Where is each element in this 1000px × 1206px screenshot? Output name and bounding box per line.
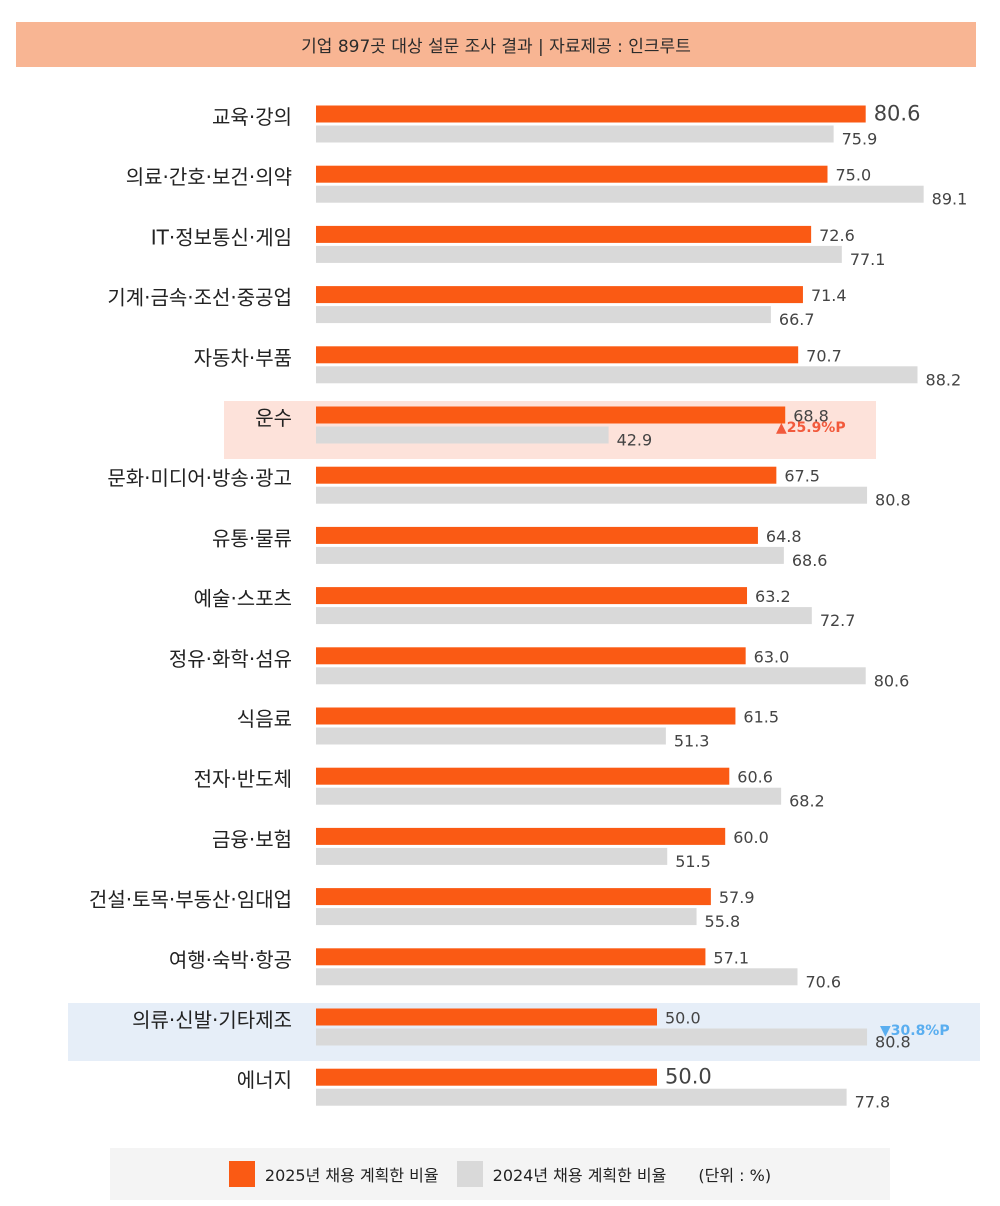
bar-2025 — [316, 827, 726, 845]
legend-label-2025: 2025년 채용 계획한 비율 — [264, 1166, 439, 1185]
unit-label: (단위 : %) — [698, 1166, 772, 1185]
value-label-2024: 66.7 — [779, 310, 815, 329]
category-label: 기계·금속·조선·중공업 — [107, 286, 292, 310]
category-label: IT·정보통신·게임 — [151, 225, 292, 249]
value-label-2024: 77.1 — [850, 250, 886, 269]
value-label-2025: 71.4 — [811, 286, 847, 305]
bar-2024 — [316, 366, 918, 384]
value-label-2024: 72.7 — [820, 611, 856, 630]
bar-2024 — [316, 185, 924, 203]
chart-title: 기업 897곳 대상 설문 조사 결과 | 자료제공 : 인크루트 — [16, 22, 976, 67]
bar-2025 — [316, 587, 748, 605]
value-label-2024: 88.2 — [926, 370, 962, 389]
value-label-2025: 60.0 — [733, 828, 769, 847]
value-label-2024: 89.1 — [932, 190, 968, 209]
category-label: 전자·반도체 — [194, 767, 292, 791]
value-label-2024: 55.8 — [705, 912, 741, 931]
value-label-2024: 51.5 — [675, 852, 711, 871]
bar-2024 — [316, 908, 697, 926]
bar-2024 — [316, 1088, 847, 1106]
category-label: 의료·간호·보건·의약 — [126, 165, 292, 189]
bar-2024 — [316, 486, 868, 504]
value-label-2025: 57.1 — [713, 948, 749, 967]
bar-2024 — [316, 727, 666, 745]
legend-swatch-2025 — [228, 1161, 255, 1187]
value-label-2025: 68.8 — [793, 407, 829, 426]
bar-2024 — [316, 968, 798, 986]
legend: 2025년 채용 계획한 비율 2024년 채용 계획한 비율 (단위 : %) — [110, 1148, 890, 1200]
category-label: 운수 — [255, 406, 292, 430]
category-label: 자동차·부품 — [194, 346, 292, 370]
bar-2025 — [316, 286, 803, 304]
category-label: 문화·미디어·방송·광고 — [107, 466, 292, 490]
category-label: 예술·스포츠 — [194, 587, 292, 611]
value-label-2025: 72.6 — [819, 226, 855, 245]
category-label: 여행·숙박·항공 — [169, 948, 292, 972]
value-label-2024: 70.6 — [805, 972, 841, 991]
bar-2024 — [316, 245, 842, 263]
bar-2024 — [316, 426, 609, 444]
value-label-2025: 64.8 — [766, 527, 802, 546]
bar-2024 — [316, 1028, 868, 1046]
legend-item-2024: 2024년 채용 계획한 비율 — [456, 1161, 667, 1187]
value-label-2025: 63.0 — [754, 647, 790, 666]
category-label: 정유·화학·섬유 — [169, 647, 292, 671]
legend-label-2024: 2024년 채용 계획한 비율 — [492, 1166, 667, 1185]
bar-2024 — [316, 607, 812, 625]
bar-2025 — [316, 948, 706, 966]
value-label-2024: 80.8 — [875, 491, 911, 510]
legend-swatch-2024 — [456, 1161, 483, 1187]
value-label-2025: 67.5 — [784, 467, 820, 486]
value-label-2025: 57.9 — [719, 888, 755, 907]
category-label: 금융·보험 — [212, 827, 292, 851]
bar-2025 — [316, 707, 736, 725]
bar-2024 — [316, 306, 771, 324]
bar-2025 — [316, 346, 799, 364]
bar-2024 — [316, 847, 668, 865]
value-label-2024: 75.9 — [842, 130, 878, 149]
bar-2025 — [316, 466, 777, 484]
value-label-2024: 51.3 — [674, 732, 710, 751]
bar-2025 — [316, 1068, 657, 1086]
category-label: 교육·강의 — [212, 105, 292, 129]
value-label-2025: 80.6 — [874, 102, 921, 126]
bar-2024 — [316, 667, 866, 685]
bar-2025 — [316, 165, 828, 183]
bar-2025 — [316, 888, 711, 906]
bar-2025 — [316, 647, 746, 665]
change-annotation: ▲25.9%P — [776, 420, 846, 436]
value-label-2024: 42.9 — [617, 431, 653, 450]
bar-2024 — [316, 787, 782, 805]
change-annotation: ▼30.8%P — [880, 1023, 950, 1039]
value-label-2025: 60.6 — [737, 768, 773, 787]
category-label: 건설·토목·부동산·임대업 — [89, 888, 292, 912]
value-label-2024: 80.8 — [875, 1033, 911, 1052]
category-label: 식음료 — [237, 707, 292, 731]
value-label-2025: 50.0 — [665, 1009, 701, 1028]
value-label-2025: 61.5 — [743, 708, 779, 727]
bar-2024 — [316, 125, 834, 143]
value-label-2024: 68.2 — [789, 792, 825, 811]
category-label: 유통·물류 — [212, 526, 292, 550]
bar-2025 — [316, 105, 866, 123]
bar-2025 — [316, 406, 786, 424]
value-label-2025: 50.0 — [665, 1065, 712, 1089]
value-label-2025: 75.0 — [836, 166, 872, 185]
legend-item-2025: 2025년 채용 계획한 비율 — [228, 1161, 439, 1187]
value-label-2024: 77.8 — [855, 1093, 891, 1112]
value-label-2024: 80.6 — [874, 671, 910, 690]
category-label: 의류·신발·기타제조 — [132, 1008, 292, 1032]
bar-2025 — [316, 225, 812, 243]
bar-2025 — [316, 767, 730, 785]
value-label-2025: 70.7 — [806, 346, 842, 365]
bar-chart: 교육·강의 80.6 75.9 의료·간호·보건·의약 75.0 89.1 IT·정보통신·… — [68, 102, 980, 1112]
bar-2024 — [316, 546, 784, 564]
value-label-2024: 68.6 — [792, 551, 828, 570]
value-label-2025: 63.2 — [755, 587, 791, 606]
bar-2025 — [316, 1008, 657, 1026]
category-label: 에너지 — [237, 1068, 292, 1092]
bar-2025 — [316, 526, 758, 544]
